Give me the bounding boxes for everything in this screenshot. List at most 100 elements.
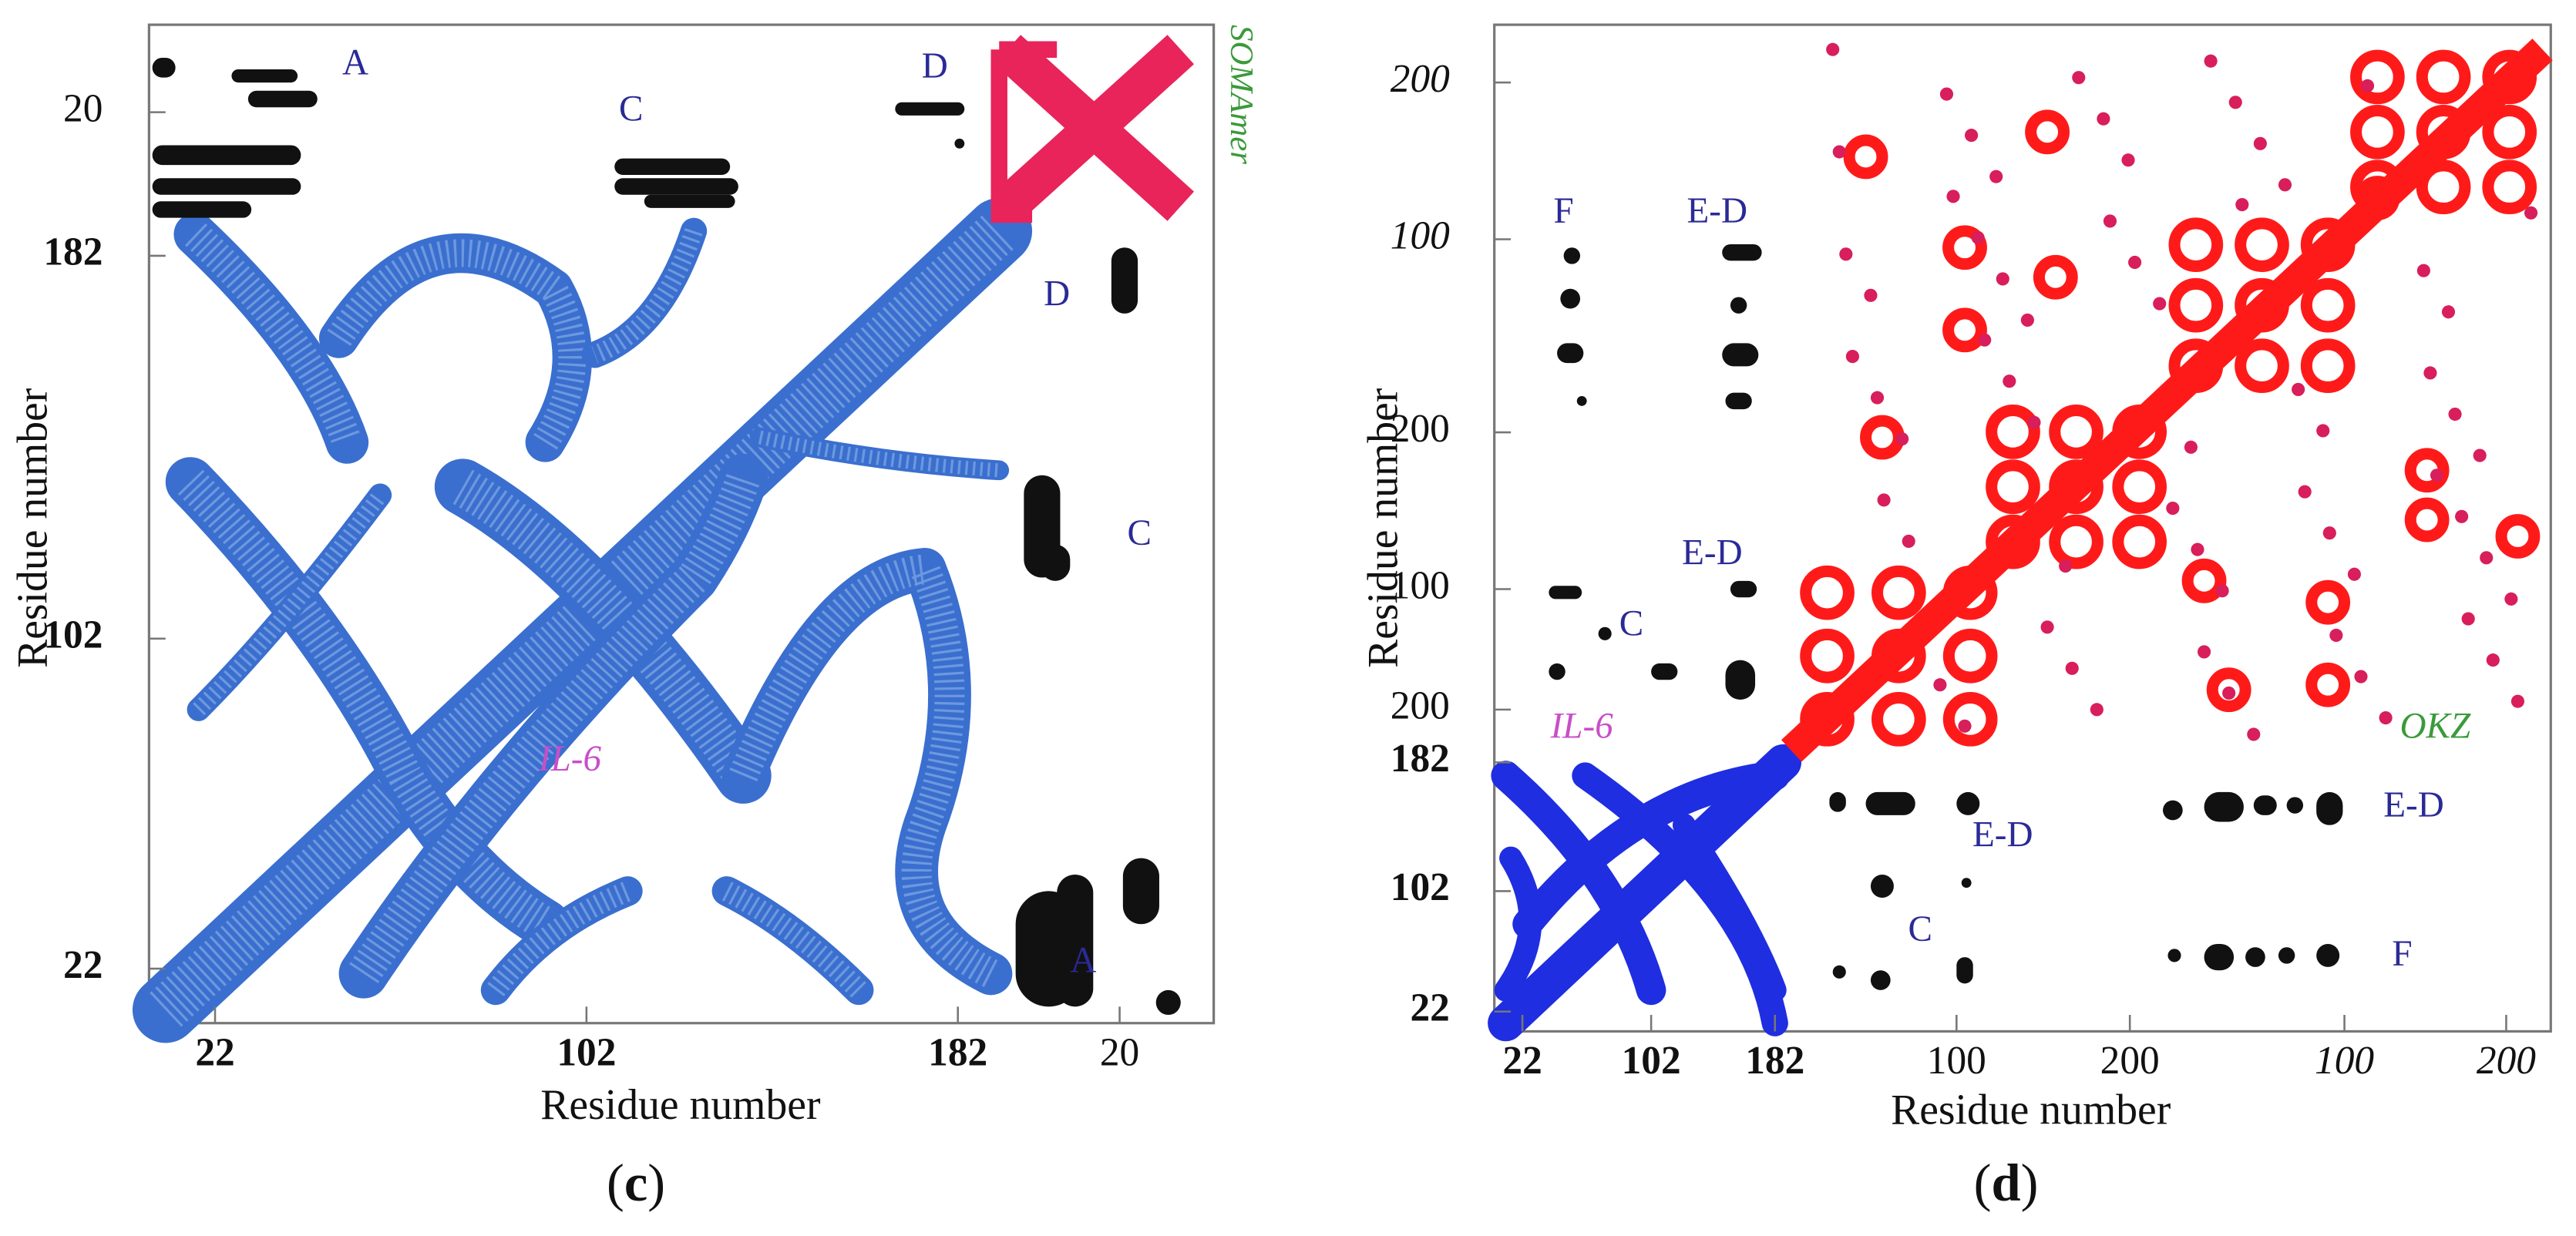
okz-contact-ring <box>2112 459 2167 515</box>
contact-blob <box>1155 989 1181 1016</box>
y-tick-label: 102 <box>1391 865 1450 909</box>
okz-contact-ring <box>2168 338 2224 394</box>
okz-contact-dot <box>2166 502 2180 516</box>
contact-blob <box>231 69 298 83</box>
okz-contact-ring <box>2235 217 2289 272</box>
contact-blob <box>1563 247 1581 264</box>
contact-blob <box>152 201 252 218</box>
okz-contact-ring <box>1986 514 2040 569</box>
okz-contact-ring <box>1843 134 1888 180</box>
okz-contact-dot <box>1933 678 1947 692</box>
panel-label-part: ( <box>607 1154 624 1212</box>
okz-contact-dot <box>2278 178 2292 192</box>
contact-blob <box>152 178 301 195</box>
okz-contact-ring <box>2350 160 2405 215</box>
il6-contact-band-texture <box>177 469 554 939</box>
region-label: A <box>1070 940 1096 980</box>
y-tick-label: 182 <box>1391 737 1450 781</box>
contact-blob <box>2253 795 2277 815</box>
okz-contact-dot <box>2322 526 2336 540</box>
okz-contact-dot <box>1989 170 2003 183</box>
okz-diagonal <box>1781 39 2553 762</box>
region-label: C <box>619 89 643 129</box>
okz-contact-ring <box>1942 565 1998 620</box>
region-label: C <box>1619 604 1643 644</box>
contact-blob <box>1730 580 1757 598</box>
okz-contact-dot <box>1864 288 1878 302</box>
okz-contact-dot <box>2072 71 2086 85</box>
x-tick-label: 20 <box>1100 1030 1139 1074</box>
okz-contact-dot <box>1939 87 1954 101</box>
region-label: F <box>1554 191 1574 231</box>
contact-blob <box>1040 544 1071 581</box>
okz-contact-ring <box>2181 558 2227 603</box>
okz-contact-ring <box>1942 628 1998 683</box>
okz-contact-dot <box>2455 509 2469 523</box>
somamer-contact <box>994 35 1195 221</box>
okz-contact-dot <box>2416 264 2430 277</box>
contact-blob <box>2278 947 2295 964</box>
contact-blob <box>1832 965 1846 979</box>
contact-blob <box>1725 660 1756 700</box>
okz-contact-dot <box>1965 129 1979 143</box>
contact-blob <box>2316 943 2340 967</box>
contact-blob <box>1956 791 1980 815</box>
contact-blob <box>1829 791 1846 812</box>
okz-contact-dot <box>2191 542 2204 556</box>
contact-blob <box>2286 797 2304 814</box>
okz-contact-dot <box>2354 670 2368 683</box>
okz-contact-ring <box>1986 459 2040 515</box>
okz-contact-dot <box>1870 391 1885 405</box>
okz-contact-dot <box>1877 493 1891 507</box>
okz-contact-ring <box>2482 104 2537 160</box>
okz-contact-ring <box>1871 692 1926 747</box>
il6-contact-band-texture <box>758 430 1000 478</box>
okz-contact-dot <box>1996 272 2009 286</box>
panel-label-part: ) <box>647 1154 665 1212</box>
okz-contact-ring <box>2112 405 2167 459</box>
okz-contact-dot <box>2222 686 2236 700</box>
okz-contact-ring <box>2495 514 2541 559</box>
x-tick-label: 182 <box>928 1030 987 1074</box>
contact-blob <box>1111 247 1138 314</box>
okz-contact-dot <box>2461 612 2475 626</box>
x-tick-label: 22 <box>195 1030 234 1074</box>
y-tick-label: 100 <box>1391 213 1450 257</box>
region-label: F <box>2392 934 2412 974</box>
okz-contact-ring <box>2300 338 2356 394</box>
panel-label-part: c <box>624 1154 647 1212</box>
il6-contact-band <box>1491 761 1666 1006</box>
panel-label-part: ) <box>2021 1154 2039 1212</box>
x-axis-title: Residue number <box>540 1081 821 1129</box>
okz-contact-ring <box>1800 628 1855 683</box>
okz-contact-ring <box>2049 405 2104 459</box>
okz-contact-dot <box>1839 247 1853 261</box>
okz-contact-dot <box>2253 136 2267 150</box>
region-label: D <box>1044 274 1070 314</box>
okz-contact-dot <box>2103 214 2117 228</box>
x-tick-label: 22 <box>1502 1039 1542 1083</box>
y-axis-title: Residue number <box>1359 388 1407 668</box>
x-tick-label: 100 <box>1927 1039 1986 1083</box>
contact-blob <box>2204 943 2235 971</box>
somamer-contact-edge <box>990 41 1058 223</box>
okz-contact-dot <box>1895 432 1909 446</box>
okz-contact-dot <box>2347 567 2361 581</box>
okz-contact-dot <box>2235 197 2249 212</box>
okz-contact-ring <box>2300 217 2356 272</box>
contact-blob <box>1557 343 1584 364</box>
y-tick-label: 100 <box>1391 563 1450 607</box>
contact-blob <box>1549 586 1582 600</box>
okz-contact-dot <box>2448 407 2462 422</box>
contact-blob <box>2167 949 2181 962</box>
il6-contact-band-texture <box>591 228 703 364</box>
okz-contact-dot <box>2228 96 2242 109</box>
okz-contact-dot <box>2441 305 2456 319</box>
okz-contact-dot <box>2298 485 2312 499</box>
okz-contact-dot <box>2027 415 2041 429</box>
okz-contact-dot <box>2153 297 2167 311</box>
ligand-label: SOMAmer <box>1223 25 1259 164</box>
okz-contact-ring <box>2235 277 2289 333</box>
okz-contact-dot <box>2184 440 2198 454</box>
okz-contact-ring <box>1942 225 1987 270</box>
